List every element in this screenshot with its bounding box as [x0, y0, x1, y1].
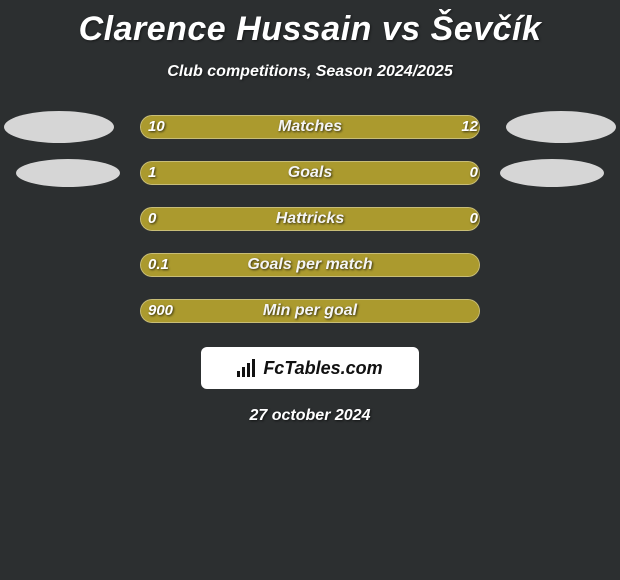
stat-bar-left	[141, 254, 479, 276]
player-right-marker	[500, 159, 604, 187]
chart-icon	[237, 359, 255, 377]
stat-row-min-per-goal: 900 Min per goal	[0, 293, 620, 339]
stat-value-left: 1	[148, 161, 188, 185]
player-left-marker	[4, 111, 114, 143]
stat-bar	[140, 207, 480, 231]
player-right-marker	[506, 111, 616, 143]
stat-row-goals: 1 0 Goals	[0, 155, 620, 201]
stat-value-left: 0.1	[148, 253, 188, 277]
footer-date: 27 october 2024	[0, 407, 620, 425]
stat-value-right	[438, 253, 478, 277]
stat-bar	[140, 115, 480, 139]
stat-bar	[140, 161, 480, 185]
stat-value-right: 0	[438, 207, 478, 231]
stat-row-goals-per-match: 0.1 Goals per match	[0, 247, 620, 293]
branding-text: FcTables.com	[263, 358, 382, 379]
comparison-title: Clarence Hussain vs Ševčík	[0, 0, 620, 49]
stat-value-left: 10	[148, 115, 188, 139]
comparison-subtitle: Club competitions, Season 2024/2025	[0, 63, 620, 81]
stat-row-hattricks: 0 0 Hattricks	[0, 201, 620, 247]
stats-chart: 10 12 Matches 1 0 Goals 0 0 Hattricks 0.…	[0, 109, 620, 339]
stat-bar-left	[141, 300, 479, 322]
stat-value-right: 0	[438, 161, 478, 185]
stat-value-left: 900	[148, 299, 188, 323]
branding-badge[interactable]: FcTables.com	[201, 347, 419, 389]
stat-value-left: 0	[148, 207, 188, 231]
stat-value-right	[438, 299, 478, 323]
stat-bar	[140, 299, 480, 323]
player-left-marker	[16, 159, 120, 187]
stat-row-matches: 10 12 Matches	[0, 109, 620, 155]
stat-value-right: 12	[438, 115, 478, 139]
stat-bar	[140, 253, 480, 277]
